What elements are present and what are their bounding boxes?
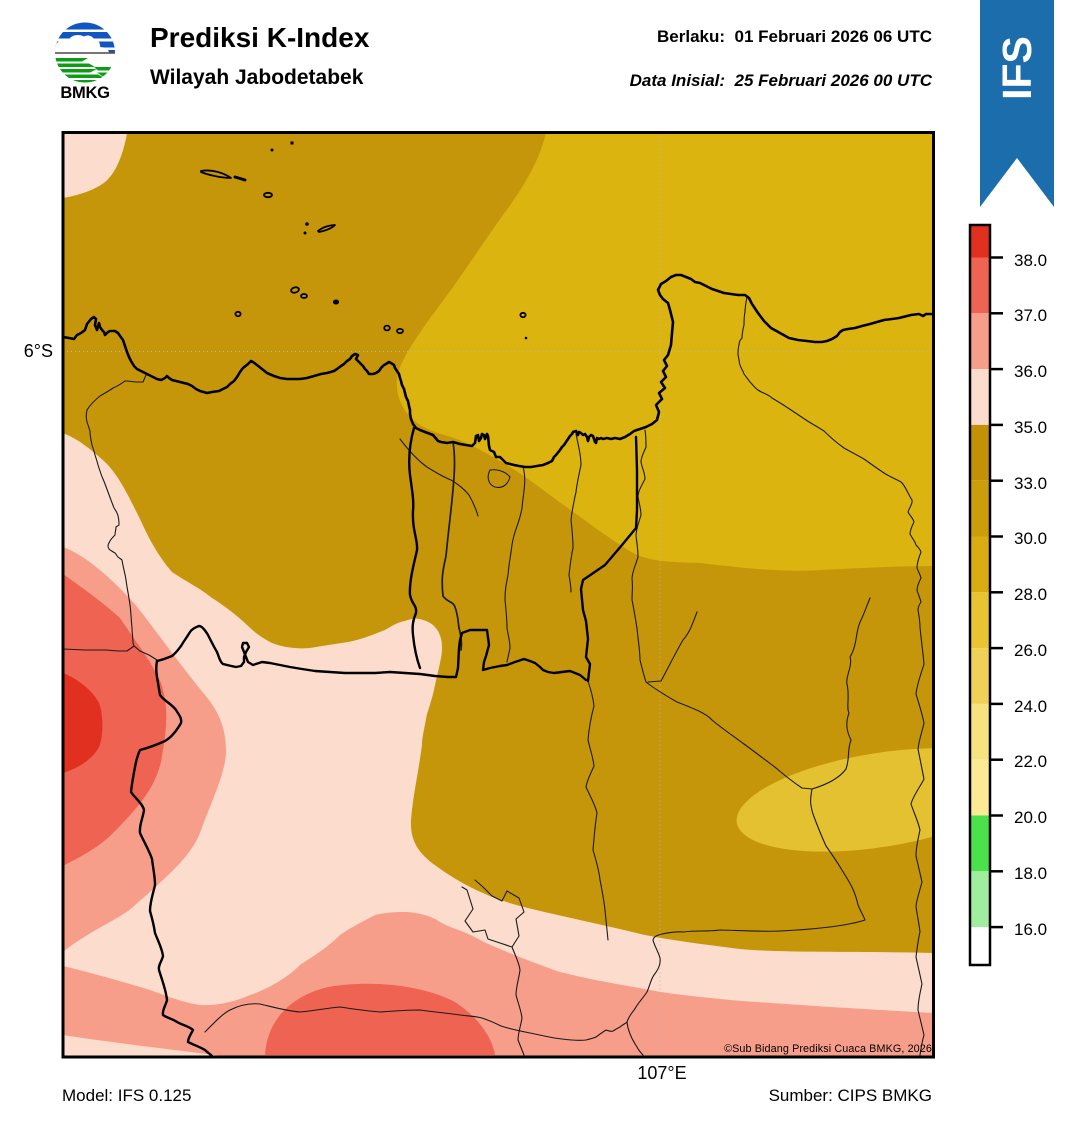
svg-text:35.0: 35.0 [1014, 418, 1047, 437]
svg-text:©Sub Bidang Prediksi Cuaca BMK: ©Sub Bidang Prediksi Cuaca BMKG, 2026 [724, 1043, 932, 1055]
svg-text:107°E: 107°E [637, 1063, 686, 1083]
svg-text:Sumber: CIPS BMKG: Sumber: CIPS BMKG [769, 1086, 932, 1105]
svg-text:38.0: 38.0 [1014, 251, 1047, 270]
svg-text:24.0: 24.0 [1014, 697, 1047, 716]
svg-text:16.0: 16.0 [1014, 920, 1047, 939]
svg-text:30.0: 30.0 [1014, 529, 1047, 548]
svg-text:IFS: IFS [994, 36, 1040, 100]
svg-text:6°S: 6°S [24, 341, 53, 361]
svg-text:26.0: 26.0 [1014, 641, 1047, 660]
svg-text:20.0: 20.0 [1014, 808, 1047, 827]
svg-text:37.0: 37.0 [1014, 306, 1047, 325]
svg-text:36.0: 36.0 [1014, 362, 1047, 381]
svg-text:18.0: 18.0 [1014, 864, 1047, 883]
svg-text:33.0: 33.0 [1014, 474, 1047, 493]
svg-text:28.0: 28.0 [1014, 585, 1047, 604]
svg-text:22.0: 22.0 [1014, 752, 1047, 771]
svg-text:Model: IFS 0.125: Model: IFS 0.125 [62, 1086, 191, 1105]
